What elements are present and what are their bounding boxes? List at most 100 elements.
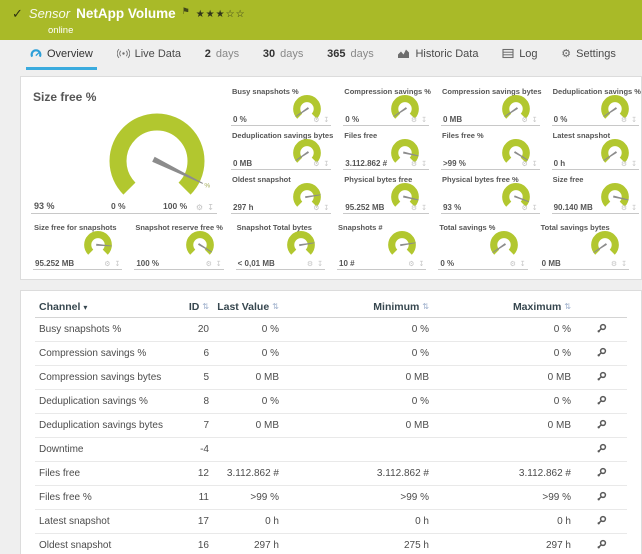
cell-last: 297 h — [213, 533, 283, 554]
column-header-maximum[interactable]: Maximum ⇅ — [433, 293, 575, 318]
cell-max: 0 % — [433, 389, 575, 414]
overview-gauge-icon — [30, 48, 42, 57]
cell-last: 0 MB — [213, 413, 283, 438]
gauge-settings-pin-icons[interactable]: ⚙ ↧ — [521, 161, 539, 168]
sensor-header: ✓ Sensor NetApp Volume ⚑ ★★★☆☆ online — [0, 0, 642, 40]
gauge-settings-pin-icons[interactable]: ⚙ ↧ — [620, 205, 638, 212]
cell-settings — [575, 341, 627, 366]
cell-last: 0 MB — [213, 365, 283, 390]
column-header-id[interactable]: ID ⇅ — [165, 293, 213, 318]
channel-settings-wrench-icon[interactable] — [596, 443, 607, 454]
gauge-settings-pin-icons[interactable]: ⚙ ↧ — [610, 261, 628, 268]
gauge-settings-pin-icons[interactable]: ⚙ ↧ — [205, 261, 223, 268]
gauge-settings-pin-icons[interactable]: ⚙ ↧ — [104, 261, 122, 268]
cell-channel[interactable]: Deduplication savings bytes — [35, 413, 165, 438]
gauge-settings-pin-icons[interactable]: ⚙ ↧ — [306, 261, 324, 268]
cell-max: 0 % — [433, 317, 575, 342]
column-header-channel[interactable]: Channel ▾ — [35, 293, 165, 318]
gauge-settings-pin-icons[interactable]: ⚙ ↧ — [509, 261, 527, 268]
cell-channel[interactable]: Downtime — [35, 437, 165, 462]
tab-label: days — [280, 47, 304, 60]
cell-channel[interactable]: Files free % — [35, 485, 165, 510]
cell-channel[interactable]: Busy snapshots % — [35, 317, 165, 342]
tab-historic-data[interactable]: Historic Data — [393, 40, 482, 70]
gauge-settings-pin-icons[interactable]: ⚙ ↧ — [410, 205, 428, 212]
channel-settings-wrench-icon[interactable] — [596, 491, 607, 502]
tab-30-days[interactable]: 30 days — [259, 40, 308, 70]
gauge-settings-pin-icons[interactable]: ⚙ ↧ — [313, 117, 331, 124]
cell-max: 0 h — [433, 509, 575, 534]
object-kind-label: Sensor — [28, 6, 71, 21]
cell-min — [283, 437, 433, 462]
tab-2-days[interactable]: 2 days — [201, 40, 243, 70]
tab-settings[interactable]: ⚙ Settings — [557, 40, 620, 70]
gauge-dial — [81, 227, 115, 266]
tab-live-data[interactable]: Live Data — [113, 40, 185, 70]
channel-settings-wrench-icon[interactable] — [596, 515, 607, 526]
gauge-value: 0 % — [345, 115, 360, 124]
gauge-dial — [499, 179, 533, 218]
main-gauge-scale-min: 0 % — [110, 201, 126, 211]
cell-min: 275 h — [283, 533, 433, 554]
gauge-settings-pin-icons[interactable]: ⚙ ↧ — [408, 261, 426, 268]
channel-settings-wrench-icon[interactable] — [596, 323, 607, 334]
cell-channel[interactable]: Compression savings bytes — [35, 365, 165, 390]
channel-settings-wrench-icon[interactable] — [596, 371, 607, 382]
gauge-dial — [598, 91, 632, 130]
tab-label: Settings — [576, 47, 616, 60]
gauge-dial — [290, 91, 324, 130]
table-row-compression-savings-: Compression savings % 6 0 % 0 % 0 % — [35, 341, 627, 366]
cell-settings — [575, 365, 627, 390]
sort-desc-icon: ▾ — [83, 303, 88, 312]
gauge-settings-pin-icons[interactable]: ⚙ ↧ — [620, 161, 638, 168]
main-gauge-footer: 93 % 0 % 100 % ⚙ ↧ — [31, 198, 217, 214]
table-row-deduplication-savings-bytes: Deduplication savings bytes 7 0 MB 0 MB 0 MB — [35, 413, 627, 438]
tab-overview[interactable]: Overview — [26, 40, 97, 70]
cell-channel[interactable]: Files free — [35, 461, 165, 486]
column-header-minimum[interactable]: Minimum ⇅ — [283, 293, 433, 318]
tab-number: 365 — [327, 47, 346, 60]
channel-table-panel: Channel ▾ ID ⇅ Last Value ⇅ Minimum ⇅ Maximu… — [20, 290, 642, 554]
gauge-settings-pin-icons[interactable]: ⚙ ↧ — [410, 117, 428, 124]
main-gauge: % — [95, 96, 219, 225]
cell-channel[interactable]: Compression savings % — [35, 341, 165, 366]
column-header-settings — [575, 293, 627, 318]
gauge-dial — [385, 227, 419, 266]
cell-settings — [575, 461, 627, 486]
gauge-settings-pin-icons[interactable]: ⚙ ↧ — [313, 205, 331, 212]
gauge-dial — [487, 227, 521, 266]
priority-stars[interactable]: ★★★☆☆ — [195, 9, 246, 20]
gauge-label: Files free % — [441, 131, 484, 140]
gauge-tile-oldest-snapshot: Oldest snapshot 297 h ⚙ ↧ — [229, 172, 333, 214]
svg-text:%: % — [204, 183, 210, 190]
channel-settings-wrench-icon[interactable] — [596, 467, 607, 478]
gauge-settings-pin-icons[interactable]: ⚙ ↧ — [195, 203, 215, 212]
cell-settings — [575, 509, 627, 534]
gauge-settings-pin-icons[interactable]: ⚙ ↧ — [521, 117, 539, 124]
gauge-dial — [290, 135, 324, 174]
column-header-last-value[interactable]: Last Value ⇅ — [213, 293, 283, 318]
gauge-settings-pin-icons[interactable]: ⚙ ↧ — [410, 161, 428, 168]
cell-channel[interactable]: Deduplication savings % — [35, 389, 165, 414]
channel-settings-wrench-icon[interactable] — [596, 395, 607, 406]
gauge-settings-pin-icons[interactable]: ⚙ ↧ — [313, 161, 331, 168]
cell-max: 3.112.862 # — [433, 461, 575, 486]
tab-bar: Overview Live Data 2 days 30 days 365 days Histo… — [0, 40, 642, 70]
gauge-tile-files-free-: Files free % >99 % ⚙ ↧ — [439, 128, 542, 170]
channel-settings-wrench-icon[interactable] — [596, 419, 607, 430]
cell-channel[interactable]: Oldest snapshot — [35, 533, 165, 554]
channel-settings-wrench-icon[interactable] — [596, 539, 607, 550]
gauge-tile-snapshots-: Snapshots # 10 # ⚙ ↧ — [335, 220, 428, 270]
cell-settings — [575, 317, 627, 342]
gauge-settings-pin-icons[interactable]: ⚙ ↧ — [521, 205, 539, 212]
channel-settings-wrench-icon[interactable] — [596, 347, 607, 358]
gauge-value: 0 MB — [541, 259, 561, 268]
gauge-settings-pin-icons[interactable]: ⚙ ↧ — [620, 117, 638, 124]
tab-365-days[interactable]: 365 days — [323, 40, 378, 70]
gauge-tile-busy-snapshots-: Busy snapshots % 0 % ⚙ ↧ — [229, 84, 333, 126]
tab-log[interactable]: Log — [498, 40, 541, 70]
cell-channel[interactable]: Latest snapshot — [35, 509, 165, 534]
gauge-tile-physical-bytes-free: Physical bytes free 95.252 MB ⚙ ↧ — [341, 172, 431, 214]
sort-both-icon: ⇅ — [202, 302, 209, 311]
flag-icon[interactable]: ⚑ — [181, 6, 190, 16]
